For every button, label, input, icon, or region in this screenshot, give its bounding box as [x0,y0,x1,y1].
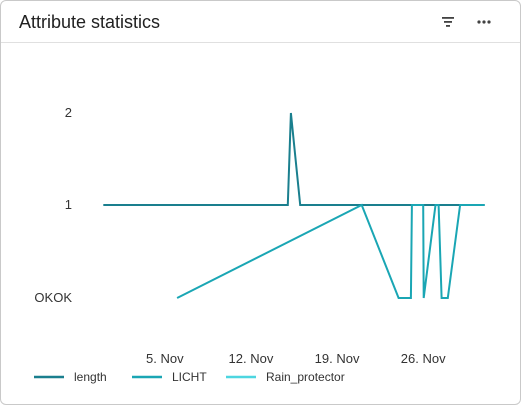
x-tick-label: 5. Nov [146,351,184,366]
series-line-length[interactable] [103,112,485,206]
y-tick-label: 2 [65,105,72,120]
y-tick-label: 1 [65,197,72,212]
x-tick-label: 12. Nov [229,351,274,366]
legend-label: LICHT [172,370,207,384]
filter-button[interactable] [435,9,461,35]
legend-label: length [74,370,107,384]
x-tick-label: 19. Nov [315,351,360,366]
x-tick-label: 26. Nov [401,351,446,366]
legend-item-length[interactable]: length [34,370,107,384]
y-tick-label: OKOK [34,290,72,305]
legend-label: Rain_protector [266,370,345,384]
filter-icon [442,17,454,27]
widget-title: Attribute statistics [19,12,161,32]
legend-item-licht[interactable]: LICHT [132,370,207,384]
series-line-licht[interactable] [176,203,485,299]
legend-item-rain-protector[interactable]: Rain_protector [226,370,345,384]
more-options-button[interactable] [471,9,497,35]
widget-header: Attribute statistics [1,1,520,43]
more-horizontal-icon [477,20,491,24]
